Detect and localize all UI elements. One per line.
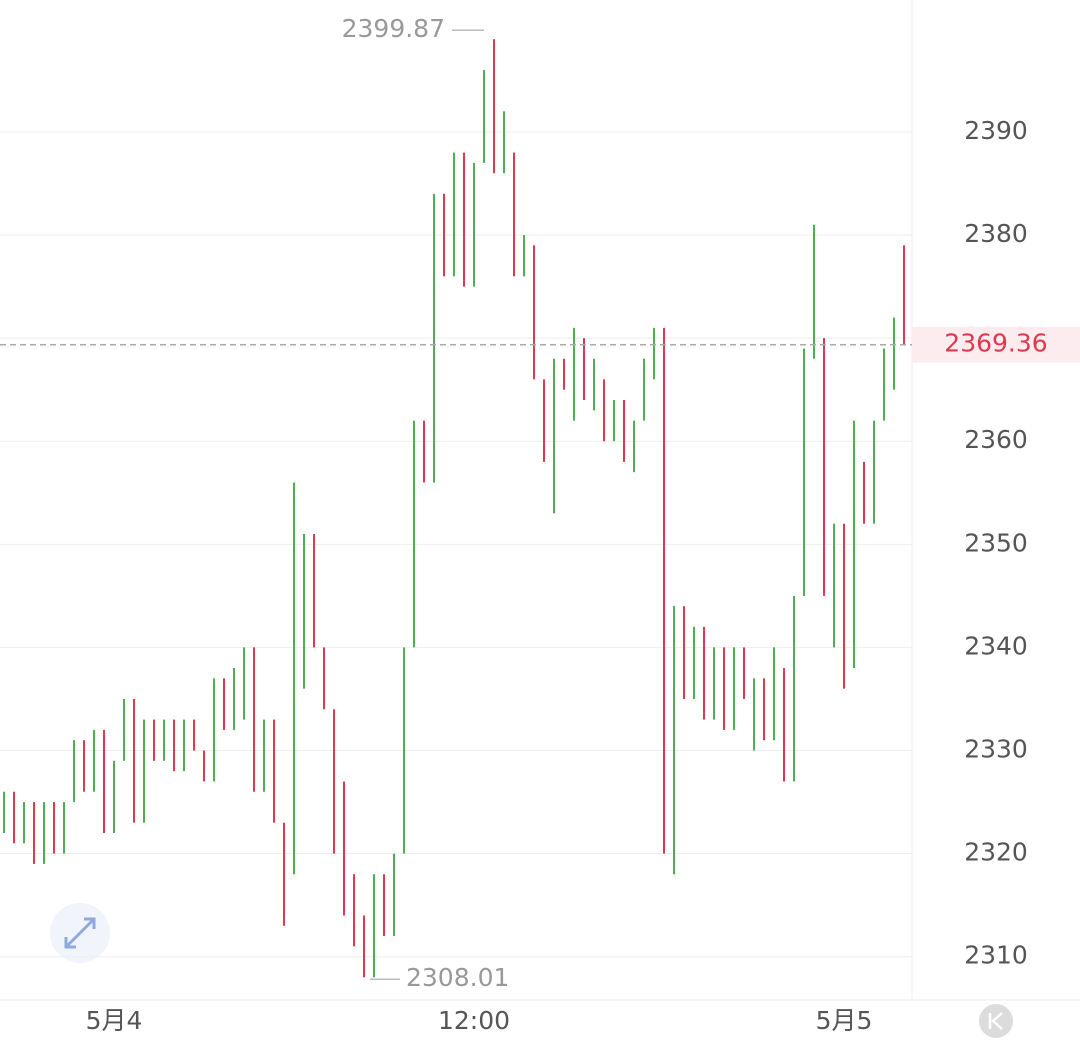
y-tick-label: 2330 [964, 735, 1028, 764]
x-tick-label: 12:00 [438, 1006, 510, 1035]
y-tick-label: 2390 [964, 116, 1028, 145]
y-tick-label: 2320 [964, 838, 1028, 867]
k-button[interactable] [979, 1004, 1013, 1038]
y-tick-label: 2310 [964, 941, 1028, 970]
x-tick-label: 5月4 [86, 1006, 143, 1035]
high-label: 2399.87 [342, 14, 445, 43]
y-tick-label: 2350 [964, 528, 1028, 557]
y-tick-label: 2360 [964, 425, 1028, 454]
y-tick-label: 2340 [964, 631, 1028, 660]
last-price-box [912, 326, 1080, 363]
expand-button[interactable] [50, 903, 110, 963]
x-tick-label: 5月5 [816, 1006, 873, 1035]
last-price-label: 2369.36 [944, 329, 1047, 358]
low-label: 2308.01 [406, 963, 509, 992]
y-tick-label: 2380 [964, 219, 1028, 248]
